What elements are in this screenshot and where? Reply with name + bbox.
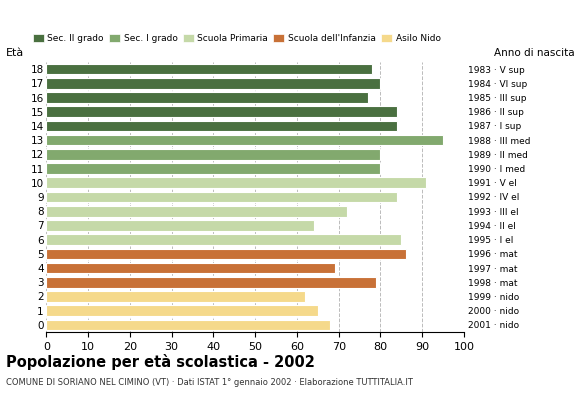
Bar: [46, 178, 426, 188]
Bar: [46, 305, 318, 316]
Bar: [46, 192, 397, 202]
Bar: [46, 291, 305, 302]
Text: Età: Età: [6, 48, 24, 58]
Bar: [46, 220, 314, 231]
Legend: Sec. II grado, Sec. I grado, Scuola Primaria, Scuola dell'Infanzia, Asilo Nido: Sec. II grado, Sec. I grado, Scuola Prim…: [30, 32, 443, 46]
Text: COMUNE DI SORIANO NEL CIMINO (VT) · Dati ISTAT 1° gennaio 2002 · Elaborazione TU: COMUNE DI SORIANO NEL CIMINO (VT) · Dati…: [6, 378, 413, 387]
Bar: [46, 248, 405, 259]
Bar: [46, 106, 397, 117]
Bar: [46, 135, 443, 146]
Text: Anno di nascita: Anno di nascita: [494, 48, 574, 58]
Bar: [46, 263, 335, 273]
Text: Popolazione per età scolastica - 2002: Popolazione per età scolastica - 2002: [6, 354, 315, 370]
Bar: [46, 320, 331, 330]
Bar: [46, 149, 380, 160]
Bar: [46, 64, 372, 74]
Bar: [46, 92, 368, 103]
Bar: [46, 163, 380, 174]
Bar: [46, 121, 397, 131]
Bar: [46, 206, 347, 216]
Bar: [46, 234, 401, 245]
Bar: [46, 78, 380, 89]
Bar: [46, 277, 376, 288]
